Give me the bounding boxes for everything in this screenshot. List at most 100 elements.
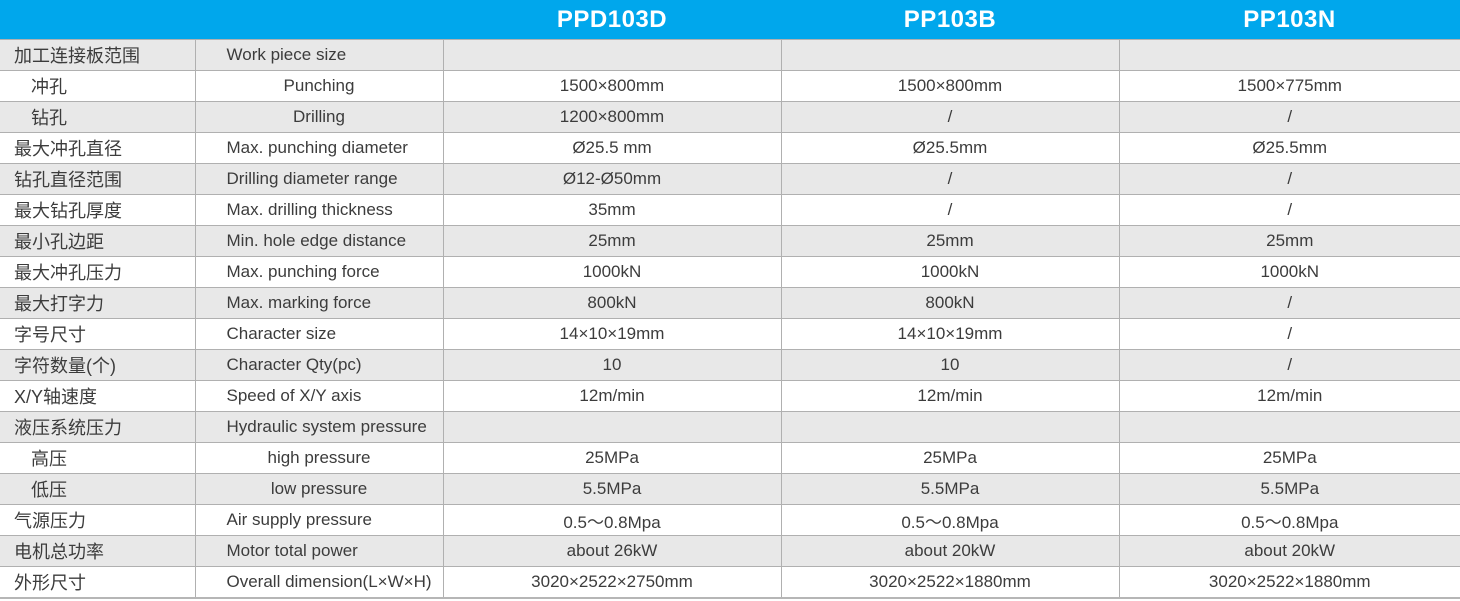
spec-value-pp103n: 25mm: [1118, 225, 1460, 257]
spec-label-en: Max. marking force: [194, 287, 443, 319]
spec-label-cn: 最大冲孔压力: [0, 256, 195, 288]
spec-value-ppd103d: 0.5～0.8Mpa: [442, 504, 781, 536]
spec-row-max-drilling-thickness: 最大钻孔厚度 Max. drilling thickness 35mm / /: [0, 194, 1460, 226]
spec-label-cn: 钻孔: [0, 101, 195, 133]
spec-value-pp103b: [780, 39, 1119, 71]
spec-value-ppd103d: [442, 411, 781, 443]
spec-row-overall-dimension: 外形尺寸 Overall dimension(L×W×H) 3020×2522×…: [0, 566, 1460, 598]
spec-value-pp103b: Ø25.5mm: [780, 132, 1119, 164]
spec-row-character-size: 字号尺寸 Character size 14×10×19mm 14×10×19m…: [0, 318, 1460, 350]
spec-row-drilling: 钻孔 Drilling 1200×800mm / /: [0, 101, 1460, 133]
spec-value-ppd103d: 35mm: [442, 194, 781, 226]
model-header: PPD103D PP103B PP103N: [0, 0, 1460, 40]
spec-label-cn: 字符数量(个): [0, 349, 195, 381]
spec-label-en: Character Qty(pc): [194, 349, 443, 381]
spec-row-motor-total-power: 电机总功率 Motor total power about 26kW about…: [0, 535, 1460, 567]
spec-label-en: Drilling: [194, 101, 443, 133]
spec-value-ppd103d: about 26kW: [442, 535, 781, 567]
spec-label-en: Character size: [194, 318, 443, 350]
spec-label-cn: 钻孔直径范围: [0, 163, 195, 195]
spec-value-pp103b: 25mm: [780, 225, 1119, 257]
spec-value-pp103b: 25MPa: [780, 442, 1119, 474]
spec-value-pp103n: /: [1118, 349, 1460, 381]
spec-value-pp103b: [780, 411, 1119, 443]
spec-value-pp103b: /: [780, 194, 1119, 226]
spec-label-cn: 加工连接板范围: [0, 39, 195, 71]
spec-row-hydraulic-system-pressure: 液压系统压力 Hydraulic system pressure: [0, 411, 1460, 443]
spec-label-en: Max. punching diameter: [194, 132, 443, 164]
model-header-row: PPD103D PP103B PP103N: [0, 0, 1460, 40]
spec-label-cn: 外形尺寸: [0, 566, 195, 598]
spec-label-cn: 液压系统压力: [0, 411, 195, 443]
spec-label-en: high pressure: [194, 442, 443, 474]
spec-value-ppd103d: [442, 39, 781, 71]
spec-row-speed-xy-axis: X/Y轴速度 Speed of X/Y axis 12m/min 12m/min…: [0, 380, 1460, 412]
spec-label-en: Motor total power: [194, 535, 443, 567]
spec-value-pp103b: 800kN: [780, 287, 1119, 319]
spec-row-max-punching-diameter: 最大冲孔直径 Max. punching diameter Ø25.5 mm Ø…: [0, 132, 1460, 164]
spec-value-pp103n: [1118, 411, 1460, 443]
header-spacer: [0, 0, 443, 40]
spec-value-ppd103d: 5.5MPa: [442, 473, 781, 505]
spec-label-cn: 电机总功率: [0, 535, 195, 567]
spec-value-pp103n: [1118, 39, 1460, 71]
spec-value-pp103n: 1500×775mm: [1118, 70, 1460, 102]
spec-value-pp103n: 0.5～0.8Mpa: [1118, 504, 1460, 536]
spec-value-pp103n: /: [1118, 287, 1460, 319]
spec-label-en: Min. hole edge distance: [194, 225, 443, 257]
spec-value-ppd103d: 12m/min: [442, 380, 781, 412]
spec-value-ppd103d: 3020×2522×2750mm: [442, 566, 781, 598]
spec-value-ppd103d: 14×10×19mm: [442, 318, 781, 350]
spec-value-ppd103d: 25MPa: [442, 442, 781, 474]
spec-row-air-supply-pressure: 气源压力 Air supply pressure 0.5～0.8Mpa 0.5～…: [0, 504, 1460, 536]
spec-label-cn: X/Y轴速度: [0, 380, 195, 412]
spec-value-pp103n: 25MPa: [1118, 442, 1460, 474]
spec-value-pp103n: /: [1118, 194, 1460, 226]
spec-label-en: Speed of X/Y axis: [194, 380, 443, 412]
spec-value-pp103b: 0.5～0.8Mpa: [780, 504, 1119, 536]
spec-value-pp103n: /: [1118, 163, 1460, 195]
spec-value-pp103n: 1000kN: [1118, 256, 1460, 288]
spec-value-pp103b: /: [780, 101, 1119, 133]
spec-value-pp103n: 12m/min: [1118, 380, 1460, 412]
spec-row-drilling-diameter-range: 钻孔直径范围 Drilling diameter range Ø12-Ø50mm…: [0, 163, 1460, 195]
spec-value-pp103b: 14×10×19mm: [780, 318, 1119, 350]
spec-value-pp103b: /: [780, 163, 1119, 195]
model-column-header-pp103n: PP103N: [1119, 0, 1460, 40]
spec-label-en: low pressure: [194, 473, 443, 505]
spec-row-punching: 冲孔 Punching 1500×800mm 1500×800mm 1500×7…: [0, 70, 1460, 102]
spec-value-pp103b: 1000kN: [780, 256, 1119, 288]
spec-row-high-pressure: 高压 high pressure 25MPa 25MPa 25MPa: [0, 442, 1460, 474]
spec-row-max-punching-force: 最大冲孔压力 Max. punching force 1000kN 1000kN…: [0, 256, 1460, 288]
spec-value-pp103n: Ø25.5mm: [1118, 132, 1460, 164]
spec-value-ppd103d: Ø12-Ø50mm: [442, 163, 781, 195]
spec-row-min-hole-edge-distance: 最小孔边距 Min. hole edge distance 25mm 25mm …: [0, 225, 1460, 257]
spec-label-en: Hydraulic system pressure: [194, 411, 443, 443]
spec-label-cn: 最大冲孔直径: [0, 132, 195, 164]
spec-value-ppd103d: Ø25.5 mm: [442, 132, 781, 164]
spec-value-pp103n: 3020×2522×1880mm: [1118, 566, 1460, 598]
spec-value-pp103n: about 20kW: [1118, 535, 1460, 567]
spec-label-en: Air supply pressure: [194, 504, 443, 536]
spec-body: 加工连接板范围 Work piece size 冲孔 Punching 1500…: [0, 39, 1460, 598]
model-column-header-pp103b: PP103B: [781, 0, 1119, 40]
spec-value-pp103b: 3020×2522×1880mm: [780, 566, 1119, 598]
spec-value-pp103n: 5.5MPa: [1118, 473, 1460, 505]
spec-value-ppd103d: 1200×800mm: [442, 101, 781, 133]
spec-label-cn: 低压: [0, 473, 195, 505]
spec-value-ppd103d: 800kN: [442, 287, 781, 319]
spec-value-pp103b: 1500×800mm: [780, 70, 1119, 102]
spec-label-cn: 最大钻孔厚度: [0, 194, 195, 226]
spec-value-pp103b: 10: [780, 349, 1119, 381]
spec-label-cn: 最大打字力: [0, 287, 195, 319]
spec-label-en: Max. drilling thickness: [194, 194, 443, 226]
spec-value-ppd103d: 10: [442, 349, 781, 381]
model-column-header-ppd103d: PPD103D: [443, 0, 781, 40]
spec-label-cn: 最小孔边距: [0, 225, 195, 257]
spec-value-pp103b: 5.5MPa: [780, 473, 1119, 505]
spec-label-en: Punching: [194, 70, 443, 102]
spec-value-pp103n: /: [1118, 101, 1460, 133]
spec-value-ppd103d: 25mm: [442, 225, 781, 257]
